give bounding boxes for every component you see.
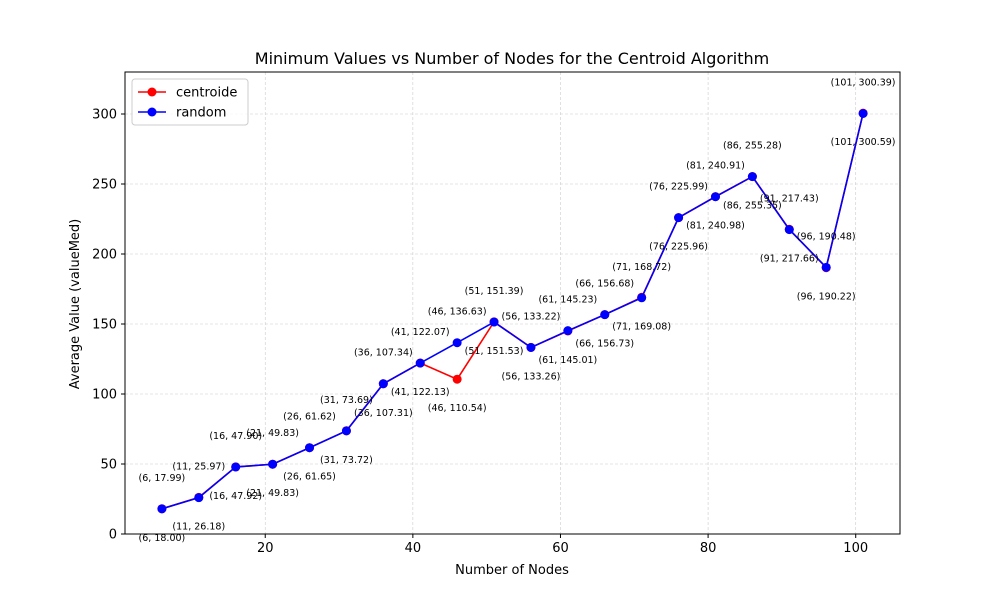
legend-box [131,78,249,126]
data-point-random [305,443,315,453]
data-point-random [157,504,167,514]
axes: 20 40 60 80 100 0 50 100 150 200 250 300 [92,71,901,556]
data-label-random: (6, 17.99) [139,473,186,484]
data-label-centroide: (36, 107.31) [354,408,413,419]
series-line-random [161,113,864,510]
data-label-random: (46, 136.63) [428,307,487,318]
legend-marker-centroide [147,87,157,97]
data-label-random: (91, 217.43) [760,194,819,205]
data-point-random [231,462,241,472]
legend: centroide random [131,78,249,126]
legend-label-centroide: centroide [176,86,237,101]
y-tick-label: 100 [92,388,117,403]
data-point-random [341,426,351,436]
data-point-random [674,213,684,223]
data-point-random [452,338,462,348]
y-tick-label: 300 [92,108,117,123]
data-label-random: (86, 255.28) [723,141,782,152]
y-tick-label: 150 [92,318,117,333]
data-point-random [194,493,204,503]
x-axis-title: Number of Nodes [455,563,569,578]
data-label-random: (11, 25.97) [172,462,225,473]
data-label-random: (36, 107.34) [354,348,413,359]
data-point-random [268,459,278,469]
y-tick-label: 50 [100,458,117,473]
data-label-centroide: (26, 61.65) [283,472,336,483]
data-label-centroide: (66, 156.73) [575,339,634,350]
data-label-centroide: (61, 145.01) [538,355,597,366]
point-labels: (6, 18.00)(11, 26.18)(16, 47.92)(21, 49.… [139,77,896,543]
data-point-random [526,342,536,352]
data-point-random [710,192,720,202]
data-point-random [821,262,831,272]
data-point-random [378,379,388,389]
data-label-centroide: (51, 151.53) [465,346,524,357]
data-label-random: (31, 73.69) [320,395,373,406]
data-label-random: (96, 190.48) [797,231,856,242]
y-tick-label: 0 [109,528,117,543]
data-point-centroide [452,374,462,384]
data-label-random: (56, 133.22) [502,311,561,322]
y-axis-title: Average Value (valueMed) [68,219,83,389]
data-label-random: (61, 145.23) [538,295,597,306]
x-tick-label: 80 [700,541,717,556]
data-point-random [784,225,794,235]
series-layer [157,108,868,514]
series-random [157,108,868,514]
x-tick-label: 100 [843,541,868,556]
x-tick-label: 20 [257,541,274,556]
data-label-centroide: (101, 300.59) [831,137,896,148]
data-label-centroide: (16, 47.92) [209,491,262,502]
data-label-centroide: (71, 169.08) [612,321,671,332]
data-point-random [489,317,499,327]
data-label-random: (26, 61.62) [283,412,336,423]
data-point-random [415,358,425,368]
data-label-random: (16, 47.90) [209,431,262,442]
data-label-centroide: (46, 110.54) [428,403,487,414]
data-label-centroide: (21, 49.83) [246,488,299,499]
y-tick-label: 250 [92,178,117,193]
plot-frame [124,71,901,535]
data-point-random [600,310,610,320]
data-label-random: (66, 156.68) [575,279,634,290]
x-tick-label: 60 [552,541,569,556]
data-label-random: (81, 240.91) [686,161,745,172]
data-label-centroide: (6, 18.00) [139,533,186,544]
data-label-random: (21, 49.83) [246,428,299,439]
data-label-random: (51, 151.39) [465,286,524,297]
y-tick-label: 200 [92,248,117,263]
legend-marker-random [147,107,157,117]
data-label-random: (101, 300.39) [831,77,896,88]
data-label-centroide: (76, 225.96) [649,242,708,253]
data-label-centroide: (86, 255.35) [723,201,782,212]
data-label-random: (76, 225.99) [649,182,708,193]
legend-label-random: random [176,106,226,121]
data-label-centroide: (11, 26.18) [172,521,225,532]
data-label-centroide: (41, 122.13) [391,387,450,398]
data-label-random: (41, 122.07) [391,327,450,338]
data-label-centroide: (96, 190.22) [797,292,856,303]
data-label-centroide: (91, 217.66) [760,253,819,264]
data-label-centroide: (31, 73.72) [320,455,373,466]
data-point-random [858,108,868,118]
data-point-random [563,326,573,336]
data-point-random [637,293,647,303]
chart-title: Minimum Values vs Number of Nodes for th… [255,49,769,68]
x-tick-label: 40 [405,541,422,556]
data-label-random: (71, 168.72) [612,262,671,273]
data-label-centroide: (56, 133.26) [502,371,561,382]
data-label-centroide: (81, 240.98) [686,221,745,232]
data-point-random [747,172,757,182]
